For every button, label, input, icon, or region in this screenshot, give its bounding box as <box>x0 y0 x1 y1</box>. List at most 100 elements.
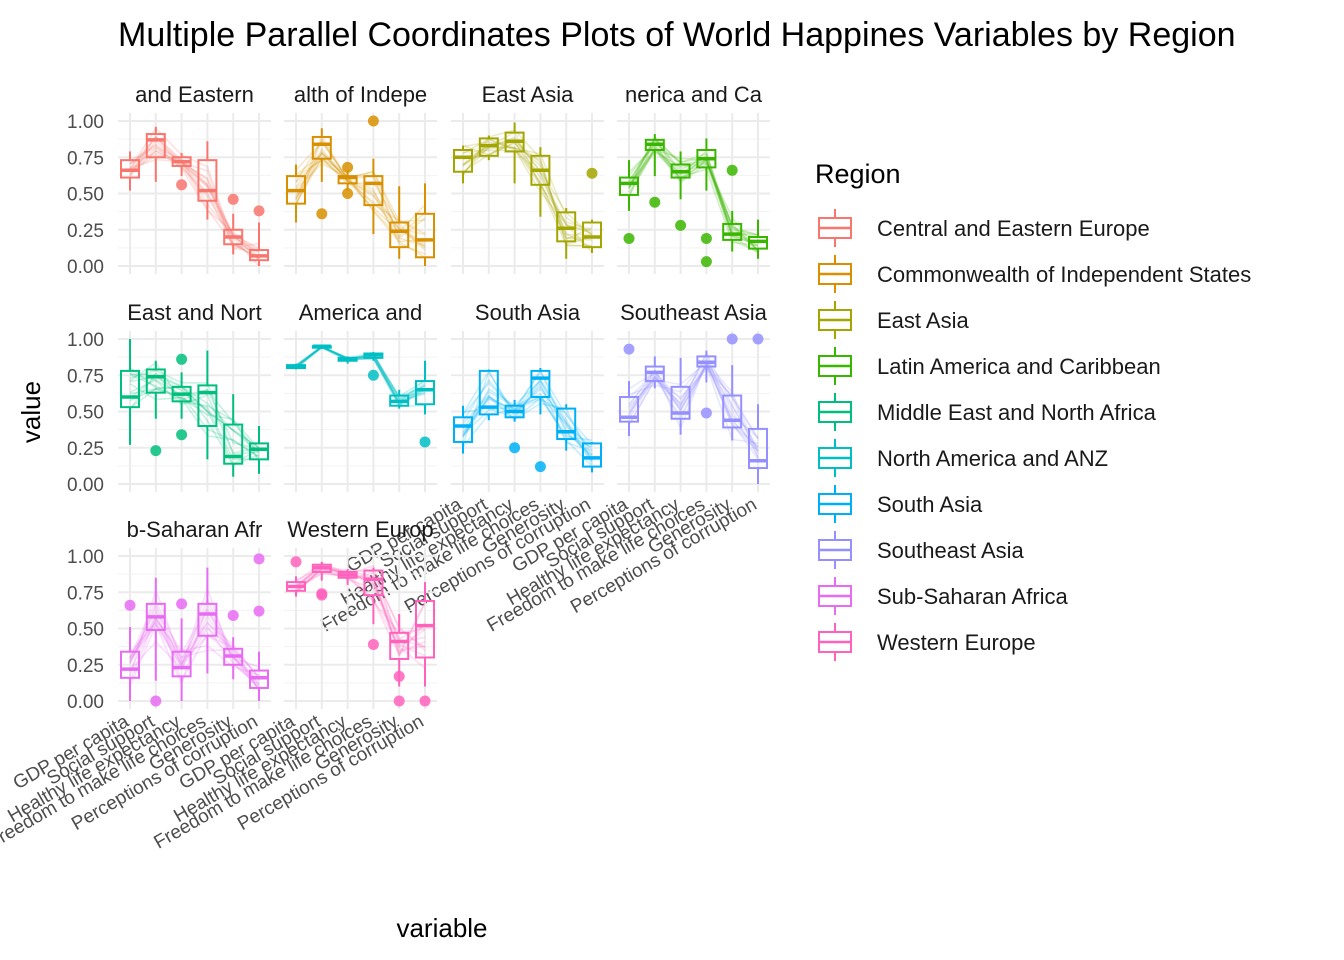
outlier-point <box>367 115 379 127</box>
parallel-line <box>628 351 759 460</box>
outlier-point <box>534 461 546 473</box>
boxplot-6 <box>748 404 768 484</box>
legend-title: Region <box>815 159 901 189</box>
parallel-line <box>295 346 426 401</box>
parallel-line <box>462 368 593 458</box>
parallel-lines <box>129 127 260 267</box>
legend-label: Western Europe <box>877 630 1036 655</box>
parallel-line <box>129 383 260 462</box>
facet-strip-label: and Eastern <box>135 82 254 107</box>
boxplot-6 <box>415 183 435 266</box>
boxplot-3 <box>504 399 525 422</box>
parallel-line <box>628 146 759 248</box>
y-tick-label: 0.25 <box>67 439 104 460</box>
outlier-point <box>700 256 712 268</box>
parallel-line <box>462 369 593 456</box>
parallel-line <box>628 362 759 448</box>
parallel-line <box>129 135 260 253</box>
parallel-line <box>295 345 426 398</box>
parallel-line <box>628 146 759 252</box>
outlier-point <box>290 556 302 568</box>
parallel-line <box>129 615 260 668</box>
boxplot-1 <box>286 164 306 223</box>
y-tick-label: 0.75 <box>67 583 104 604</box>
outlier-point <box>150 445 162 457</box>
parallel-line <box>628 150 759 252</box>
outlier-point <box>726 164 738 176</box>
y-tick-label: 0.25 <box>67 221 104 242</box>
boxplot-1 <box>120 339 140 445</box>
parallel-line <box>462 136 593 232</box>
boxplot-4 <box>530 368 551 415</box>
boxplot-3 <box>504 122 525 184</box>
boxplot-3 <box>171 152 192 177</box>
boxplot-2 <box>478 135 499 161</box>
parallel-line <box>462 370 593 445</box>
parallel-line <box>628 136 759 244</box>
panel-grid <box>118 548 271 709</box>
boxplot-5 <box>722 210 743 252</box>
legend-item: Sub-Saharan Africa <box>818 577 1069 615</box>
legend-label: Sub-Saharan Africa <box>877 584 1069 609</box>
outlier-point <box>150 695 162 707</box>
boxplot-3 <box>670 357 691 435</box>
facet-panels: and Eastern 0.00 0.25 0.50 0.75 1.00 alth of I… <box>0 82 770 853</box>
boxplot-6 <box>415 360 435 415</box>
y-tick-label: 0.00 <box>67 692 104 713</box>
facet-panel-north-america-and-anz: America and <box>284 300 437 492</box>
x-axis-title: variable <box>396 913 487 943</box>
outlier-point <box>176 353 188 365</box>
parallel-line <box>295 346 426 401</box>
parallel-lines <box>295 344 426 408</box>
y-tick-label: 0.75 <box>67 148 104 169</box>
parallel-line <box>462 140 593 241</box>
boxplot-4 <box>197 350 218 460</box>
outlier-point <box>675 219 687 231</box>
parallel-line <box>462 141 593 235</box>
outlier-point <box>176 429 188 441</box>
parallel-line <box>462 130 593 247</box>
boxplot-2 <box>478 369 499 421</box>
chart-title: Multiple Parallel Coordinates Plots of W… <box>118 16 1236 54</box>
y-tick-label: 0.00 <box>67 257 104 278</box>
outlier-point <box>623 232 635 244</box>
parallel-line <box>462 398 593 456</box>
outlier-point <box>649 196 661 208</box>
legend-label: Southeast Asia <box>877 538 1025 563</box>
boxplot-4 <box>363 352 384 361</box>
parallel-line <box>462 129 593 246</box>
parallel-line <box>129 158 260 254</box>
boxplot-1 <box>619 381 639 437</box>
boxplot-2 <box>644 356 665 389</box>
boxplot-4 <box>530 147 551 217</box>
outlier-point <box>393 670 405 682</box>
facet-strip-label: b-Saharan Afr <box>127 517 263 542</box>
legend-item: South Asia <box>818 485 983 523</box>
parallel-line <box>462 146 593 241</box>
parallel-line <box>628 136 759 236</box>
outlier-point <box>227 609 239 621</box>
parallel-line <box>129 614 260 685</box>
legend-label: Latin America and Caribbean <box>877 354 1161 379</box>
boxplot-3 <box>337 569 358 585</box>
boxplot-5 <box>223 213 244 255</box>
outlier-point <box>586 167 598 179</box>
boxplot-4 <box>363 567 384 625</box>
y-tick-label: 1.00 <box>67 112 104 133</box>
parallel-lines <box>462 129 593 253</box>
outlier-point <box>509 442 521 454</box>
parallel-line <box>295 157 426 248</box>
boxplot-1 <box>619 160 639 211</box>
parallel-line <box>628 363 759 452</box>
boxplot-4 <box>197 567 218 674</box>
parallel-lines <box>628 350 759 460</box>
parallel-line <box>129 373 260 450</box>
parallel-line <box>129 586 260 689</box>
parallel-line <box>462 390 593 467</box>
parallel-line <box>628 360 759 448</box>
parallel-line <box>129 388 260 454</box>
legend-item: Commonwealth of Independent States <box>818 255 1251 293</box>
boxplot-3 <box>337 356 358 364</box>
